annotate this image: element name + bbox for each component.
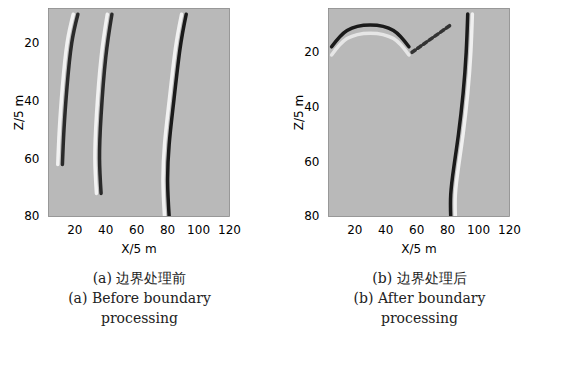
html-text:(b) After boundary processing: (b) After boundary processing — [353, 290, 486, 326]
svg-text:80: 80 — [304, 209, 319, 223]
svg-text:40: 40 — [98, 223, 113, 237]
svg-text:60: 60 — [304, 155, 319, 169]
html-text:(a) 边界处理前: (a) 边界处理前 — [92, 270, 187, 286]
svg-text:X/5 m: X/5 m — [401, 242, 436, 256]
svg-text:40: 40 — [378, 223, 393, 237]
svg-text:80: 80 — [160, 223, 175, 237]
svg-text:20: 20 — [24, 36, 39, 50]
svg-text:100: 100 — [187, 223, 210, 237]
svg-text:Z/5 m: Z/5 m — [292, 95, 306, 130]
svg-text:120: 120 — [498, 223, 521, 237]
html-text:(b) 边界处理后: (b) 边界处理后 — [372, 270, 467, 286]
svg-text:60: 60 — [409, 223, 424, 237]
html-text:(a) Before boundary processing: (a) Before boundary processing — [68, 290, 211, 326]
svg-text:40: 40 — [24, 94, 39, 108]
svg-text:20: 20 — [304, 45, 319, 59]
svg-text:80: 80 — [440, 223, 455, 237]
svg-text:20: 20 — [347, 223, 362, 237]
svg-text:40: 40 — [304, 100, 319, 114]
svg-text:X/5 m: X/5 m — [121, 242, 156, 256]
svg-text:100: 100 — [467, 223, 490, 237]
svg-text:20: 20 — [67, 223, 82, 237]
svg-text:Z/5 m: Z/5 m — [12, 95, 26, 130]
svg-text:60: 60 — [129, 223, 144, 237]
svg-text:120: 120 — [218, 223, 241, 237]
svg-text:60: 60 — [24, 152, 39, 166]
svg-text:80: 80 — [24, 209, 39, 223]
